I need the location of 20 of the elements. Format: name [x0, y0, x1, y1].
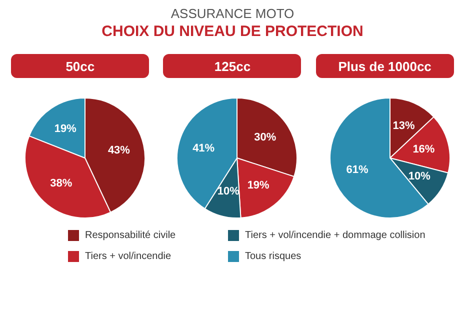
legend-label: Responsabilité civile — [85, 230, 176, 241]
legend-label: Tiers + vol/incendie + dommage collision — [245, 230, 426, 241]
data-label: 10% — [218, 186, 240, 198]
chart-title: 125cc — [163, 54, 302, 78]
legend-label: Tiers + vol/incendie — [85, 251, 172, 262]
data-label: 30% — [254, 132, 277, 144]
data-label: 43% — [108, 144, 130, 156]
data-label: 10% — [408, 170, 430, 183]
data-label: 13% — [392, 120, 415, 132]
data-label: 16% — [412, 143, 435, 156]
data-label: 19% — [54, 123, 77, 136]
data-label: 61% — [346, 164, 368, 176]
text: CHOIX DU NIVEAU DE PROTECTION — [100, 23, 364, 40]
text: ASSURANCE MOTO — [170, 6, 296, 21]
data-label: 19% — [248, 179, 270, 192]
legend-label: Tous risques — [245, 251, 302, 262]
chart-title: 50cc — [11, 54, 150, 78]
chart-title: Plus de 1000cc — [316, 54, 454, 78]
data-label: 41% — [193, 142, 216, 154]
data-label: 38% — [50, 177, 73, 190]
